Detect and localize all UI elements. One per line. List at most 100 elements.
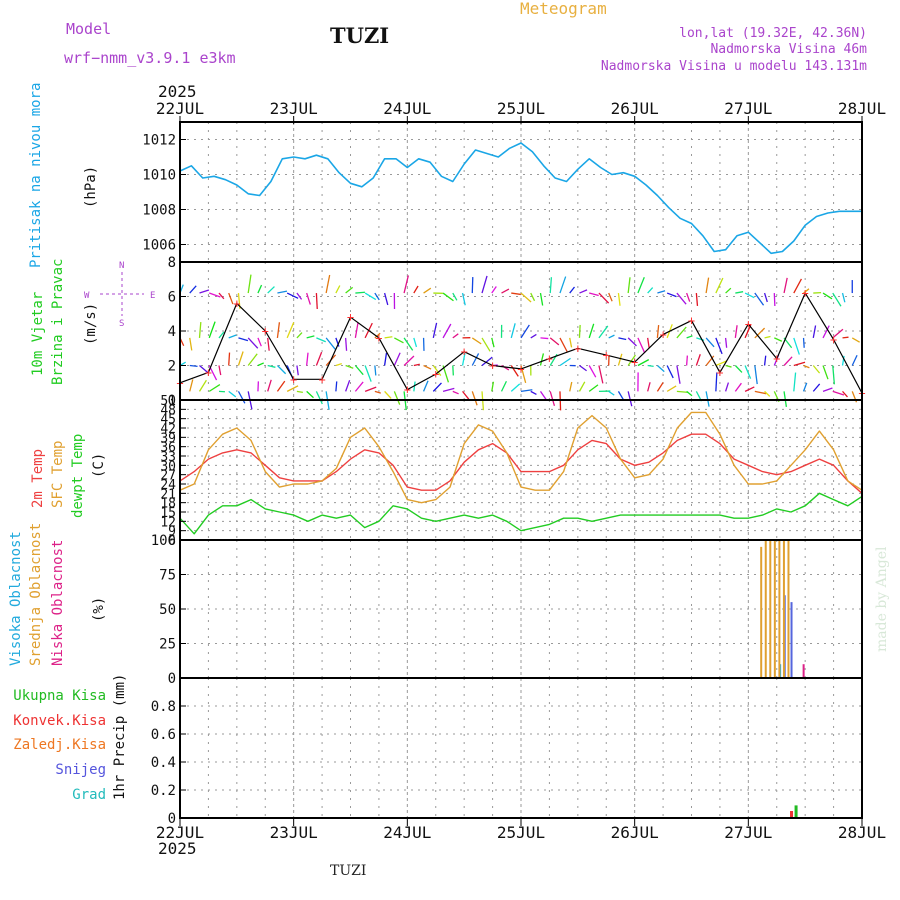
wind-unit: (m/s) [83, 303, 99, 345]
x-tick-label-bottom: 27JUL [724, 823, 772, 842]
wind-arrow [432, 365, 442, 376]
wind-arrow [832, 390, 845, 396]
y-tick-label: 24 [160, 478, 176, 493]
y-tick-label: 0.4 [151, 755, 176, 771]
y-tick-label: 1010 [142, 168, 176, 184]
wind-arrow [793, 278, 802, 294]
wind-arrow [841, 355, 845, 366]
wind-arrow [247, 337, 259, 349]
wind-arrow [618, 337, 627, 341]
wind-arrow [569, 381, 573, 392]
wind-arrow [774, 337, 783, 342]
wind-arrow [491, 286, 497, 294]
x-tick-label-top: 26JUL [611, 99, 659, 118]
wind-gust-marker: + [802, 286, 809, 300]
precip-legend-frozen: Zaledj.Kisa [13, 737, 106, 753]
wind-arrow [598, 325, 609, 339]
wind-arrow [744, 365, 752, 379]
wind-arrow [276, 322, 281, 338]
wind-arrow [296, 332, 303, 339]
y-tick-label: 39 [160, 431, 176, 446]
wind-arrow [218, 331, 225, 339]
y-tick-label: 48 [160, 403, 176, 418]
wind-arrow [579, 364, 587, 372]
temp-line-0 [179, 433, 863, 494]
wind-arrow [754, 327, 766, 339]
wind-arrow [335, 362, 342, 367]
wind-arrow [218, 292, 225, 300]
y-tick-label: 45 [160, 413, 176, 428]
wind-speed-line [179, 292, 863, 394]
wind-arrow [209, 292, 221, 298]
wind-arrow [822, 365, 829, 380]
wind-arrow [442, 387, 455, 393]
wind-gust-marker: + [517, 362, 524, 376]
wind-gust-marker: + [318, 372, 325, 386]
precip-legend-snow: Snijeg [55, 762, 106, 778]
wind-arrow [374, 292, 380, 301]
wind-arrow [208, 321, 216, 339]
y-tick-label: 75 [159, 568, 176, 584]
wind-arrow [647, 364, 654, 368]
model-label: Model [66, 20, 111, 38]
wind-gust-marker: + [574, 341, 581, 355]
wind-arrow [539, 391, 547, 401]
lonlat-label: lon,lat (19.32E, 42.36N) [679, 26, 867, 41]
wind-arrow [413, 285, 419, 294]
wind-arrow [267, 286, 275, 294]
y-tick-label: 12 [160, 515, 176, 530]
wind-arrow [754, 390, 767, 395]
footer-station: TUZI [330, 863, 366, 879]
y-tick-label: 0.8 [151, 699, 176, 715]
wind-arrow [286, 322, 295, 339]
wind-arrow [315, 293, 318, 310]
wind-arrow [354, 322, 359, 339]
wind-arrow [764, 335, 771, 339]
wind-arrow [199, 289, 210, 294]
wind-arrow [832, 365, 836, 385]
x-tick-label-top: 23JUL [270, 99, 318, 118]
wind-arrow [812, 365, 821, 374]
wind-arrow [198, 322, 202, 338]
temp-ylabel-dewpt: dewpt Temp [70, 434, 86, 518]
wind-arrow [549, 337, 560, 346]
wind-arrow [579, 289, 588, 294]
temp-unit: (C) [91, 453, 107, 478]
wind-arrow [657, 290, 666, 294]
wind-arrow [423, 287, 432, 294]
wind-arrow [413, 337, 418, 348]
wind-arrow [452, 365, 454, 376]
wind-arrow [374, 332, 381, 339]
wind-arrow [276, 365, 287, 375]
wind-arrow [471, 337, 482, 345]
y-tick-label: 0 [168, 393, 176, 409]
wind-arrow [501, 288, 510, 294]
wind-gust-marker: + [233, 296, 240, 310]
wind-arrow [325, 337, 336, 350]
wind-arrow [617, 353, 623, 366]
wind-gust-marker: + [631, 355, 638, 369]
wind-arrow [569, 337, 573, 348]
wind-arrow [705, 391, 710, 407]
wind-arrow [656, 324, 660, 338]
wind-arrow [754, 365, 758, 385]
compass-west: W [84, 291, 90, 301]
wind-arrow [510, 323, 516, 339]
wind-arrow [793, 337, 800, 355]
wind-arrow [647, 287, 654, 294]
wind-gust-marker: + [489, 359, 496, 373]
wind-arrow [842, 336, 849, 339]
y-tick-label: 6 [168, 290, 176, 306]
wind-arrow [695, 354, 701, 366]
station-title: TUZI [330, 23, 389, 48]
wind-arrow [627, 354, 636, 366]
wind-arrow [832, 292, 842, 307]
compass-north: N [119, 261, 124, 271]
precip-ylabel: 1hr Precip (mm) [112, 674, 128, 800]
wind-arrow [461, 353, 466, 366]
wind-arrow [822, 387, 833, 392]
wind-arrow [763, 355, 767, 366]
wind-arrow [267, 364, 276, 368]
wind-arrow [335, 381, 338, 392]
wind-arrow [471, 391, 478, 406]
